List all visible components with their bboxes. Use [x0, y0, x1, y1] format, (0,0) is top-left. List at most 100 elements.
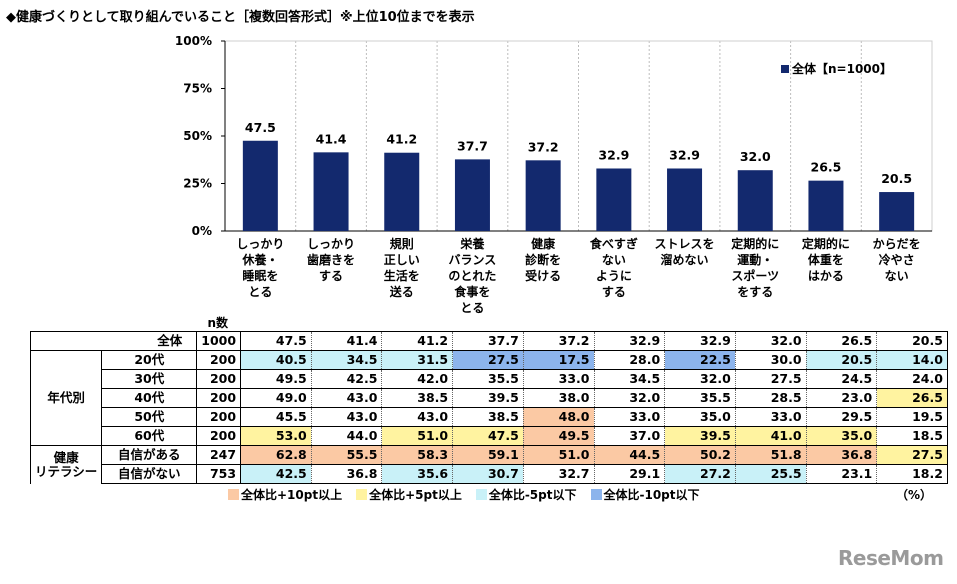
value-cell: 29.5 — [806, 407, 878, 427]
table-row: 40代 200 49.0 43.0 38.5 39.5 38.0 32.0 35.5 28.5 23… — [31, 388, 948, 408]
value-cell: 35.5 — [452, 369, 524, 389]
bar-value-label: 32.9 — [598, 147, 629, 162]
category-label-line: 睡眠を — [242, 269, 279, 283]
table-row: 30代 200 49.5 42.5 42.0 35.5 33.0 34.5 32.0 27.5 24… — [31, 369, 948, 389]
value-cell: 47.5 — [452, 426, 524, 446]
unit-label: （%） — [896, 488, 933, 502]
value-cell: 26.5 — [806, 331, 878, 351]
value-cell: 41.0 — [735, 426, 807, 446]
resemom-logo: ReseMom — [838, 546, 944, 570]
category-label-line: のとれた — [448, 269, 497, 283]
value-cell: 37.2 — [523, 331, 595, 351]
group-label: 年代別 — [29, 350, 103, 446]
category-label-line: 体重を — [807, 253, 844, 267]
category-label-line: をする — [737, 285, 774, 299]
bar — [596, 168, 632, 231]
value-cell: 34.5 — [594, 369, 666, 389]
y-tick-label: 50% — [183, 129, 212, 143]
legend-text: 全体比-10pt以下 — [603, 488, 700, 502]
value-cell: 20.5 — [806, 350, 878, 370]
legend-item: 全体比-10pt以下 — [590, 486, 700, 503]
value-cell: 17.5 — [523, 350, 595, 370]
value-cell: 33.0 — [594, 407, 666, 427]
bar — [667, 168, 703, 231]
category-label: しっかり 休養・ 睡眠を とる — [225, 236, 296, 300]
category-label-line: バランス — [448, 253, 497, 267]
category-label-line: する — [319, 269, 344, 283]
n-count: 1000 — [196, 331, 242, 351]
row-label: 自信がない — [101, 464, 198, 484]
value-cell: 30.0 — [735, 350, 807, 370]
value-cell: 23.0 — [806, 388, 878, 408]
category-label-line: からだを — [872, 237, 921, 251]
value-cell: 58.3 — [381, 445, 454, 465]
value-cell: 19.5 — [876, 407, 948, 427]
value-cell: 35.5 — [664, 388, 736, 408]
bar — [808, 180, 844, 231]
category-label-line: 食べすぎ — [589, 237, 638, 251]
value-cell: 36.8 — [311, 464, 383, 484]
value-cell: 24.5 — [806, 369, 878, 389]
bar — [242, 140, 278, 231]
value-cell: 39.5 — [664, 426, 736, 446]
bar-value-label: 41.2 — [386, 132, 417, 147]
value-cell: 32.0 — [594, 388, 666, 408]
category-label-line: とる — [248, 285, 273, 299]
category-label-line: 健康 — [531, 237, 556, 251]
value-cell: 32.9 — [594, 331, 666, 351]
legend-item: 全体比+10pt以上 — [228, 486, 342, 503]
n-count: 200 — [196, 369, 242, 389]
y-tick-label: 75% — [183, 82, 212, 96]
value-cell: 32.9 — [664, 331, 736, 351]
value-cell: 51.8 — [735, 445, 807, 465]
value-cell: 28.5 — [735, 388, 807, 408]
bar-value-label: 37.7 — [457, 138, 488, 153]
table-row: 健康 リテラシー 自信がある 247 62.8 55.5 58.3 59.1 51.0 44.5 5… — [29, 445, 948, 484]
value-cell: 38.0 — [523, 388, 595, 408]
category-label-line: しっかり — [236, 237, 285, 251]
row-label: 40代 — [101, 388, 198, 408]
group-label: 健康 リテラシー — [29, 445, 103, 484]
value-cell: 29.1 — [594, 464, 666, 484]
table-row: 年代別 20代 200 40.5 34.5 31.5 27.5 17.5 28.0 22.5 30.… — [29, 350, 948, 446]
value-cell: 59.1 — [452, 445, 524, 465]
category-label-line: 運動・ — [737, 253, 774, 267]
category-label-line: 定期的に — [801, 237, 850, 251]
value-cell: 34.5 — [311, 350, 383, 370]
category-label-line: 定期的に — [731, 237, 780, 251]
color-legend: 全体比+10pt以上 全体比+5pt以上 全体比-5pt以下 全体比-10pt以下 — [228, 486, 714, 503]
category-label-line: スポーツ — [731, 269, 780, 283]
category-label-line: ように — [595, 269, 632, 283]
category-label: 規則 正しい 生活を 送る — [366, 236, 437, 300]
value-cell: 26.5 — [876, 388, 948, 408]
category-label-line: 診断を — [525, 253, 562, 267]
category-label: からだを 冷やさ ない — [861, 236, 932, 284]
bar-value-label: 26.5 — [811, 160, 842, 175]
n-count: 200 — [196, 407, 242, 427]
bar-value-label: 41.4 — [316, 131, 347, 146]
table-row: 60代 200 53.0 44.0 51.0 47.5 49.5 37.0 39.5 41.0 35… — [31, 426, 948, 446]
category-label: 定期的に運動・スポーツをする — [720, 236, 791, 300]
bar — [384, 152, 420, 231]
value-cell: 27.5 — [452, 350, 524, 370]
value-cell: 42.0 — [381, 369, 454, 389]
value-cell: 43.0 — [381, 407, 454, 427]
category-label: 健康 診断を 受ける — [508, 236, 579, 284]
value-cell: 62.8 — [240, 445, 312, 465]
value-cell: 22.5 — [664, 350, 736, 370]
value-cell: 48.0 — [523, 407, 595, 427]
n-count: 200 — [196, 350, 242, 370]
value-cell: 33.0 — [523, 369, 595, 389]
legend-text: 全体比+10pt以上 — [241, 488, 343, 502]
value-cell: 28.0 — [594, 350, 666, 370]
y-tick-label: 0% — [192, 224, 212, 238]
category-label: しっかり 歯磨きを する — [296, 236, 367, 284]
value-cell: 38.5 — [381, 388, 454, 408]
category-label-line: 溜めない — [660, 253, 709, 267]
bar-value-label: 20.5 — [881, 171, 912, 186]
value-cell: 25.5 — [735, 464, 807, 484]
category-label-line: 規則 — [389, 237, 414, 251]
legend-item: 全体比-5pt以下 — [475, 486, 577, 503]
bar-value-label: 37.2 — [528, 139, 559, 154]
value-cell: 33.0 — [735, 407, 807, 427]
